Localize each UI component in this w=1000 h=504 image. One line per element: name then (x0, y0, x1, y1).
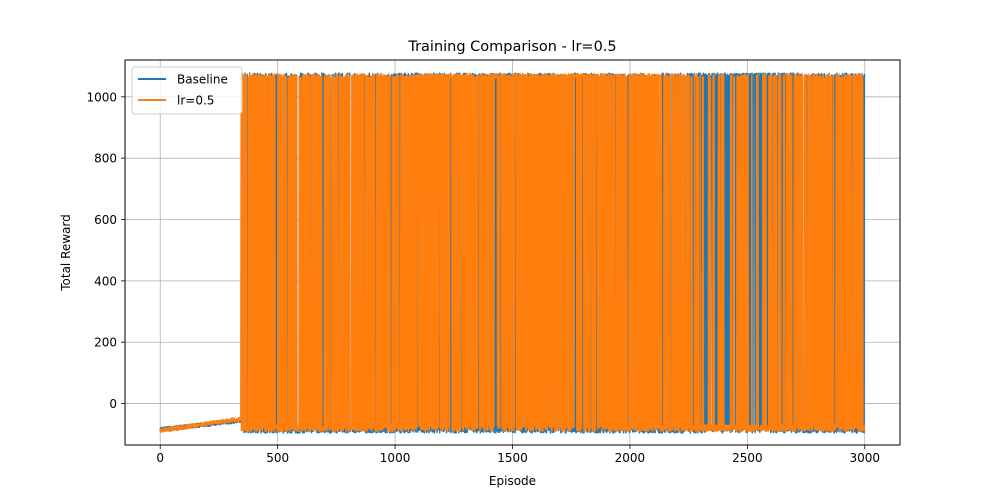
y-tick-label: 600 (94, 213, 117, 227)
legend-label-baseline: Baseline (177, 73, 228, 87)
x-tick-label: 1000 (380, 451, 411, 465)
x-tick-label: 1500 (497, 451, 528, 465)
legend-label-lr: lr=0.5 (177, 94, 214, 108)
y-tick-label: 800 (94, 152, 117, 166)
y-tick-label: 0 (109, 397, 117, 411)
y-tick-label: 200 (94, 336, 117, 350)
series-layer (159, 72, 866, 434)
x-tick-label: 2500 (732, 451, 763, 465)
chart-title: Training Comparison - lr=0.5 (407, 39, 616, 55)
ticks: 0 500 1000 1500 2000 2500 3000 0 200 400 600 800 100… (86, 90, 880, 465)
y-axis-label: Total Reward (59, 214, 73, 292)
x-tick-label: 3000 (849, 451, 880, 465)
series-line-lr-0-5 (159, 73, 866, 433)
x-tick-label: 2000 (615, 451, 646, 465)
legend: Baseline lr=0.5 (131, 66, 243, 115)
x-tick-label: 0 (156, 451, 164, 465)
y-tick-label: 400 (94, 274, 117, 288)
x-axis-label: Episode (489, 474, 536, 488)
x-tick-label: 500 (266, 451, 289, 465)
y-tick-label: 1000 (86, 90, 117, 104)
